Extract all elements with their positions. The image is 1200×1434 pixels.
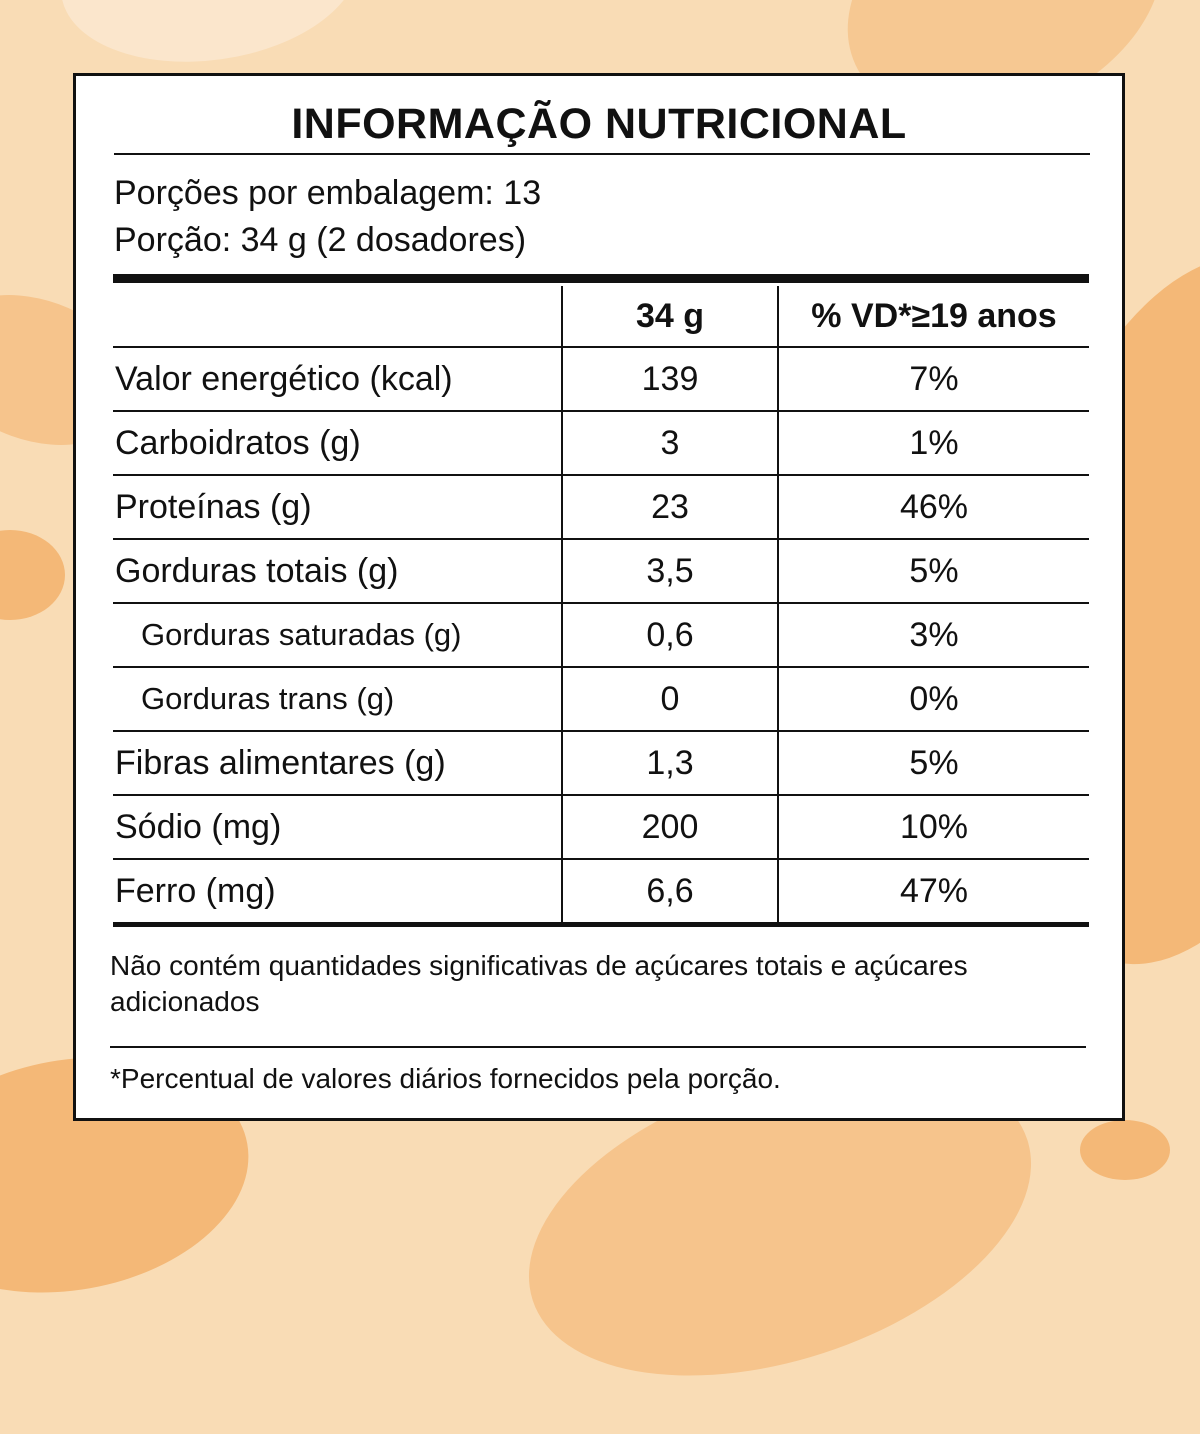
- table-row: Gorduras saturadas (g) 0,6 3%: [113, 603, 1089, 668]
- table-row: Ferro (mg) 6,6 47%: [113, 859, 1089, 927]
- nutrient-amount: 6,6: [561, 859, 778, 927]
- nutrient-name: Fibras alimentares (g): [113, 731, 562, 796]
- nutrient-name: Gorduras totais (g): [113, 539, 562, 604]
- nutrient-dv: 5%: [777, 539, 1089, 604]
- sugar-note: Não contém quantidades significativas de…: [110, 950, 968, 1017]
- nutrient-amount: 3,5: [561, 539, 778, 604]
- thick-divider: [113, 274, 1089, 283]
- nutrition-table: 34 g % VD*≥19 anos Valor energético (kca…: [113, 286, 1089, 927]
- nutrient-name: Valor energético (kcal): [113, 347, 562, 412]
- nutrient-dv: 5%: [777, 731, 1089, 796]
- title-divider: [114, 153, 1090, 155]
- nutrient-amount: 0,6: [561, 603, 778, 668]
- table-row: Proteínas (g) 23 46%: [113, 475, 1089, 540]
- servings-per-package: Porções por embalagem: 13: [114, 174, 542, 212]
- table-header-row: 34 g % VD*≥19 anos: [113, 286, 1089, 348]
- nutrient-dv: 10%: [777, 795, 1089, 860]
- nutrient-dv: 46%: [777, 475, 1089, 540]
- background-blob: [0, 530, 65, 620]
- nutrient-name: Carboidratos (g): [113, 411, 562, 476]
- table-row: Valor energético (kcal) 139 7%: [113, 347, 1089, 412]
- nutrition-facts-panel: INFORMAÇÃO NUTRICIONAL Porções por embal…: [73, 73, 1125, 1121]
- nutrient-name: Gorduras trans (g): [113, 667, 562, 732]
- nutrient-amount: 139: [561, 347, 778, 412]
- table-row: Carboidratos (g) 3 1%: [113, 411, 1089, 476]
- footnote-divider: [110, 1046, 1086, 1048]
- background-blob: [1080, 1120, 1170, 1180]
- nutrient-name: Sódio (mg): [113, 795, 562, 860]
- nutrient-name: Ferro (mg): [113, 859, 562, 927]
- header-daily-value: % VD*≥19 anos: [777, 286, 1089, 348]
- footnote: *Percentual de valores diários fornecido…: [110, 1063, 781, 1094]
- header-nutrient: [113, 286, 562, 348]
- nutrient-dv: 3%: [777, 603, 1089, 668]
- nutrient-amount: 200: [561, 795, 778, 860]
- table-row: Sódio (mg) 200 10%: [113, 795, 1089, 860]
- nutrient-amount: 3: [561, 411, 778, 476]
- nutrient-amount: 0: [561, 667, 778, 732]
- nutrient-amount: 1,3: [561, 731, 778, 796]
- nutrient-dv: 7%: [777, 347, 1089, 412]
- table-row: Gorduras trans (g) 0 0%: [113, 667, 1089, 732]
- header-amount: 34 g: [561, 286, 778, 348]
- background-blob: [49, 0, 371, 81]
- nutrient-dv: 1%: [777, 411, 1089, 476]
- serving-size: Porção: 34 g (2 dosadores): [114, 221, 527, 259]
- table-row: Fibras alimentares (g) 1,3 5%: [113, 731, 1089, 796]
- page-title: INFORMAÇÃO NUTRICIONAL: [291, 100, 907, 148]
- nutrient-dv: 47%: [777, 859, 1089, 927]
- nutrient-name: Gorduras saturadas (g): [113, 603, 562, 668]
- nutrient-dv: 0%: [777, 667, 1089, 732]
- nutrient-name: Proteínas (g): [113, 475, 562, 540]
- nutrient-amount: 23: [561, 475, 778, 540]
- table-row: Gorduras totais (g) 3,5 5%: [113, 539, 1089, 604]
